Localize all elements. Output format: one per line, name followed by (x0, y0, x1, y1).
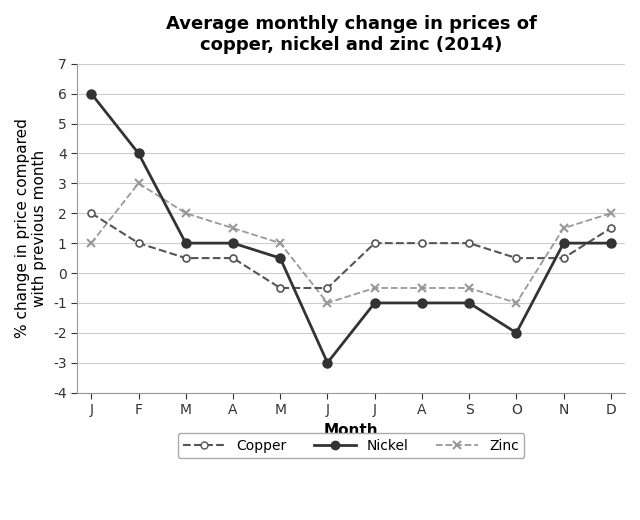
Title: Average monthly change in prices of
copper, nickel and zinc (2014): Average monthly change in prices of copp… (166, 15, 536, 54)
X-axis label: Month: Month (324, 423, 378, 438)
Legend: Copper, Nickel, Zinc: Copper, Nickel, Zinc (178, 433, 525, 458)
Y-axis label: % change in price compared
with previous month: % change in price compared with previous… (15, 118, 47, 338)
